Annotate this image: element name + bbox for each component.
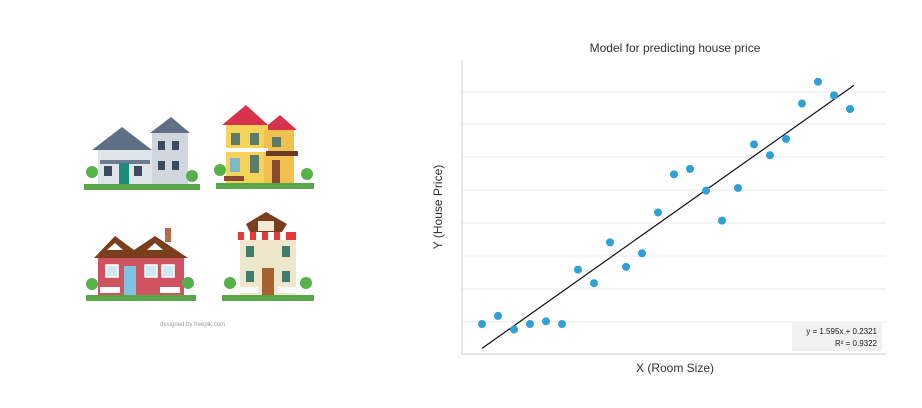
y-axis-label: Y (House Price) [431,165,445,249]
data-point [542,317,550,326]
data-point [654,208,662,217]
data-point [558,320,566,329]
house-blue-gray [84,117,200,190]
chart-panel: y = 1.595x + 0.2321 R² = 0.9322 Model fo… [420,0,920,403]
houses-illustration-svg [84,105,314,301]
data-point [574,265,582,274]
data-point [478,320,486,329]
data-point [846,105,854,113]
data-point [622,262,630,271]
data-point [798,99,806,108]
data-point [606,238,614,247]
data-point [830,91,838,100]
equation-text: y = 1.595x + 0.2321 [806,327,877,336]
chart-title: Model for predicting house price [590,41,761,55]
data-point [702,186,710,195]
houses-illustration: designed by freepik.com [0,0,400,403]
trendline-line [481,84,855,349]
data-point [638,249,646,258]
scatter-chart: y = 1.595x + 0.2321 R² = 0.9322 Model fo… [431,41,886,375]
data-point [686,164,694,173]
data-point [510,325,518,334]
data-point [766,151,774,160]
data-point [526,320,534,329]
data-point [494,311,502,320]
data-point [718,216,726,225]
house-cream-striped-awning [222,212,314,301]
credit-text: designed by freepik.com [160,322,226,328]
grid-lines [462,91,886,323]
trendline [481,84,855,349]
equation-box: y = 1.595x + 0.2321 R² = 0.9322 [792,323,882,351]
data-point [750,140,758,149]
data-point [782,134,790,143]
house-red-brown-roof [86,228,196,301]
house-yellow-red-roof [214,105,314,189]
equation-box-background [792,323,882,351]
axes [461,60,886,355]
r-squared-text: R² = 0.9322 [835,339,878,348]
data-point [670,170,678,179]
data-points [478,77,854,334]
data-point [814,77,822,86]
x-axis-label: X (Room Size) [636,361,714,375]
data-point [734,183,742,192]
data-point [590,279,598,288]
